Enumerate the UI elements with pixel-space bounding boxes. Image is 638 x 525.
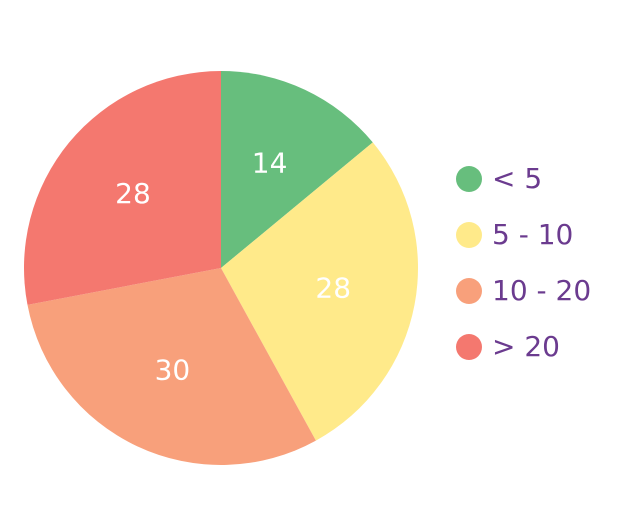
pie-slice-2 <box>221 142 418 441</box>
legend-swatch <box>456 334 482 360</box>
legend: < 5 5 - 10 10 - 20 > 20 <box>456 162 591 363</box>
slice-data-label-1: 14 <box>252 147 288 180</box>
legend-label: 10 - 20 <box>492 274 591 307</box>
legend-swatch <box>456 222 482 248</box>
pie-slice-3 <box>27 268 316 465</box>
legend-item-1: < 5 <box>456 162 542 195</box>
slice-data-label-3: 30 <box>155 353 191 386</box>
slice-data-label-2: 28 <box>315 271 351 304</box>
slices-layer <box>23 71 418 465</box>
data-labels-layer: 14 28 30 28 <box>115 147 351 387</box>
legend-label: < 5 <box>492 162 542 195</box>
pie-slice-4 <box>23 71 221 305</box>
slice-data-label-4: 28 <box>115 177 151 210</box>
legend-item-4: > 20 <box>456 330 560 363</box>
legend-label: > 20 <box>492 330 560 363</box>
legend-swatch <box>456 166 482 192</box>
legend-item-3: 10 - 20 <box>456 274 591 307</box>
legend-swatch <box>456 278 482 304</box>
legend-label: 5 - 10 <box>492 218 573 251</box>
legend-item-2: 5 - 10 <box>456 218 573 251</box>
pie-slice-1 <box>221 71 373 268</box>
